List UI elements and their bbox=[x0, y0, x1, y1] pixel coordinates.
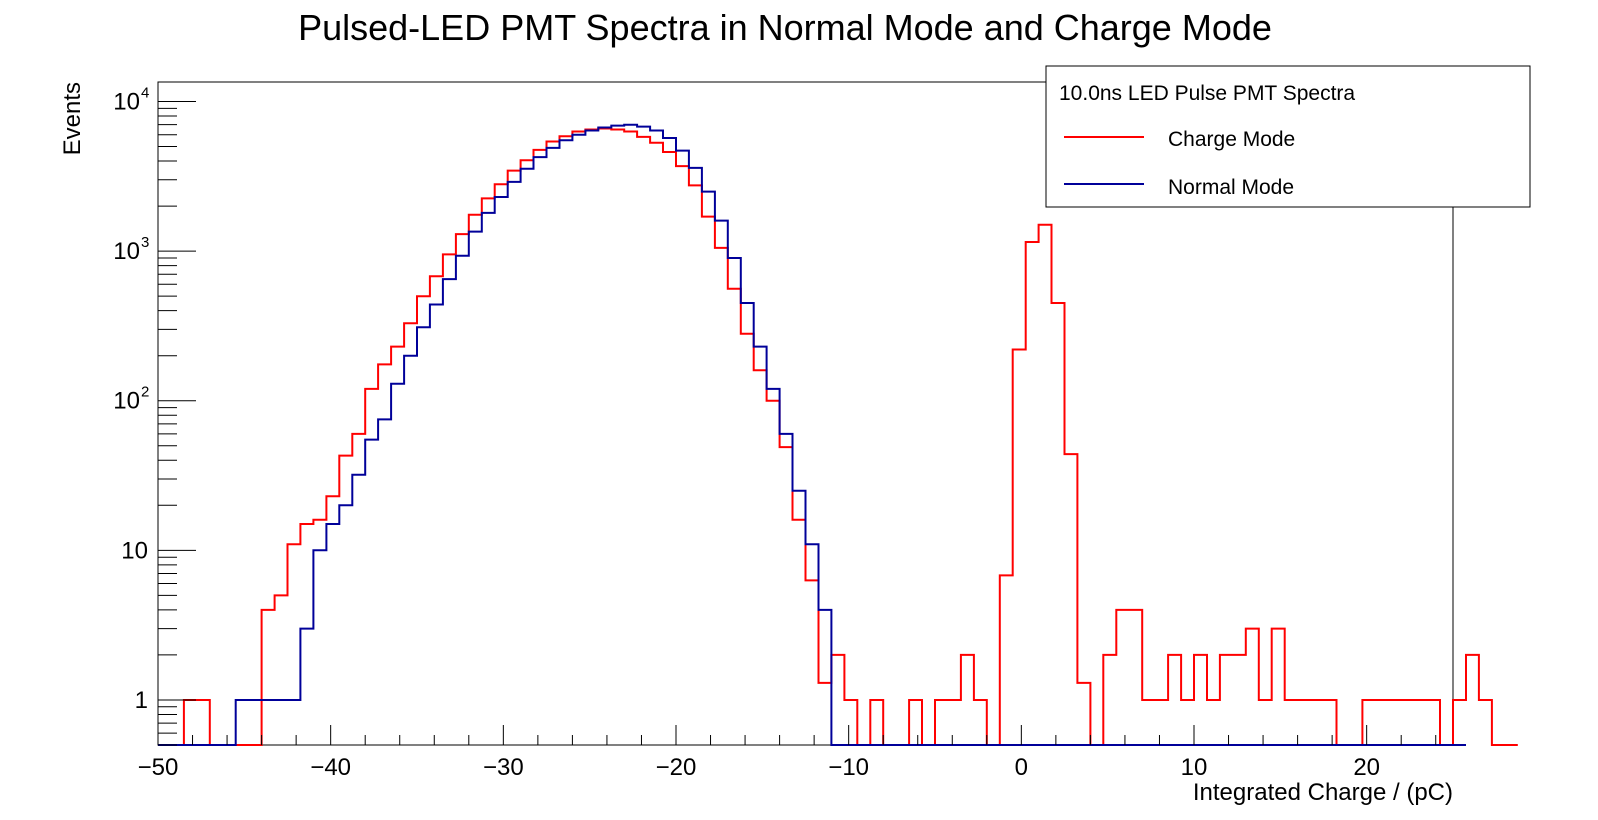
x-tick-label: 20 bbox=[1353, 754, 1380, 781]
y-tick-label: 10 bbox=[113, 88, 140, 115]
x-tick-label: −20 bbox=[656, 754, 697, 781]
y-axis-label: Events bbox=[59, 82, 86, 155]
y-tick-label: 1 bbox=[135, 687, 148, 714]
y-tick-label: 10 bbox=[113, 238, 140, 265]
y-tick-exponent: 3 bbox=[141, 234, 149, 251]
x-tick-label: −10 bbox=[828, 754, 869, 781]
series-line-normal-mode bbox=[158, 123, 1466, 746]
x-tick-label: 10 bbox=[1181, 754, 1208, 781]
y-tick-label: 10 bbox=[121, 537, 148, 564]
x-tick-label: −50 bbox=[138, 754, 179, 781]
x-tick-label: −40 bbox=[310, 754, 351, 781]
chart-title: Pulsed-LED PMT Spectra in Normal Mode an… bbox=[298, 7, 1272, 48]
y-tick-exponent: 4 bbox=[141, 84, 149, 101]
x-axis-label: Integrated Charge / (pC) bbox=[1193, 779, 1453, 806]
legend: 10.0ns LED Pulse PMT Spectra Charge Mode… bbox=[1045, 65, 1531, 208]
y-tick-exponent: 2 bbox=[141, 384, 149, 401]
legend-label-charge-mode: Charge Mode bbox=[1168, 128, 1295, 151]
x-tick-label: 0 bbox=[1015, 754, 1028, 781]
plot-frame bbox=[157, 81, 1454, 746]
legend-label-normal-mode: Normal Mode bbox=[1168, 176, 1294, 199]
x-tick-label: −30 bbox=[483, 754, 524, 781]
series-line-charge-mode bbox=[158, 127, 1518, 746]
y-tick-label: 10 bbox=[113, 388, 140, 415]
legend-title: 10.0ns LED Pulse PMT Spectra bbox=[1059, 82, 1355, 105]
histogram-layer bbox=[158, 123, 1518, 746]
